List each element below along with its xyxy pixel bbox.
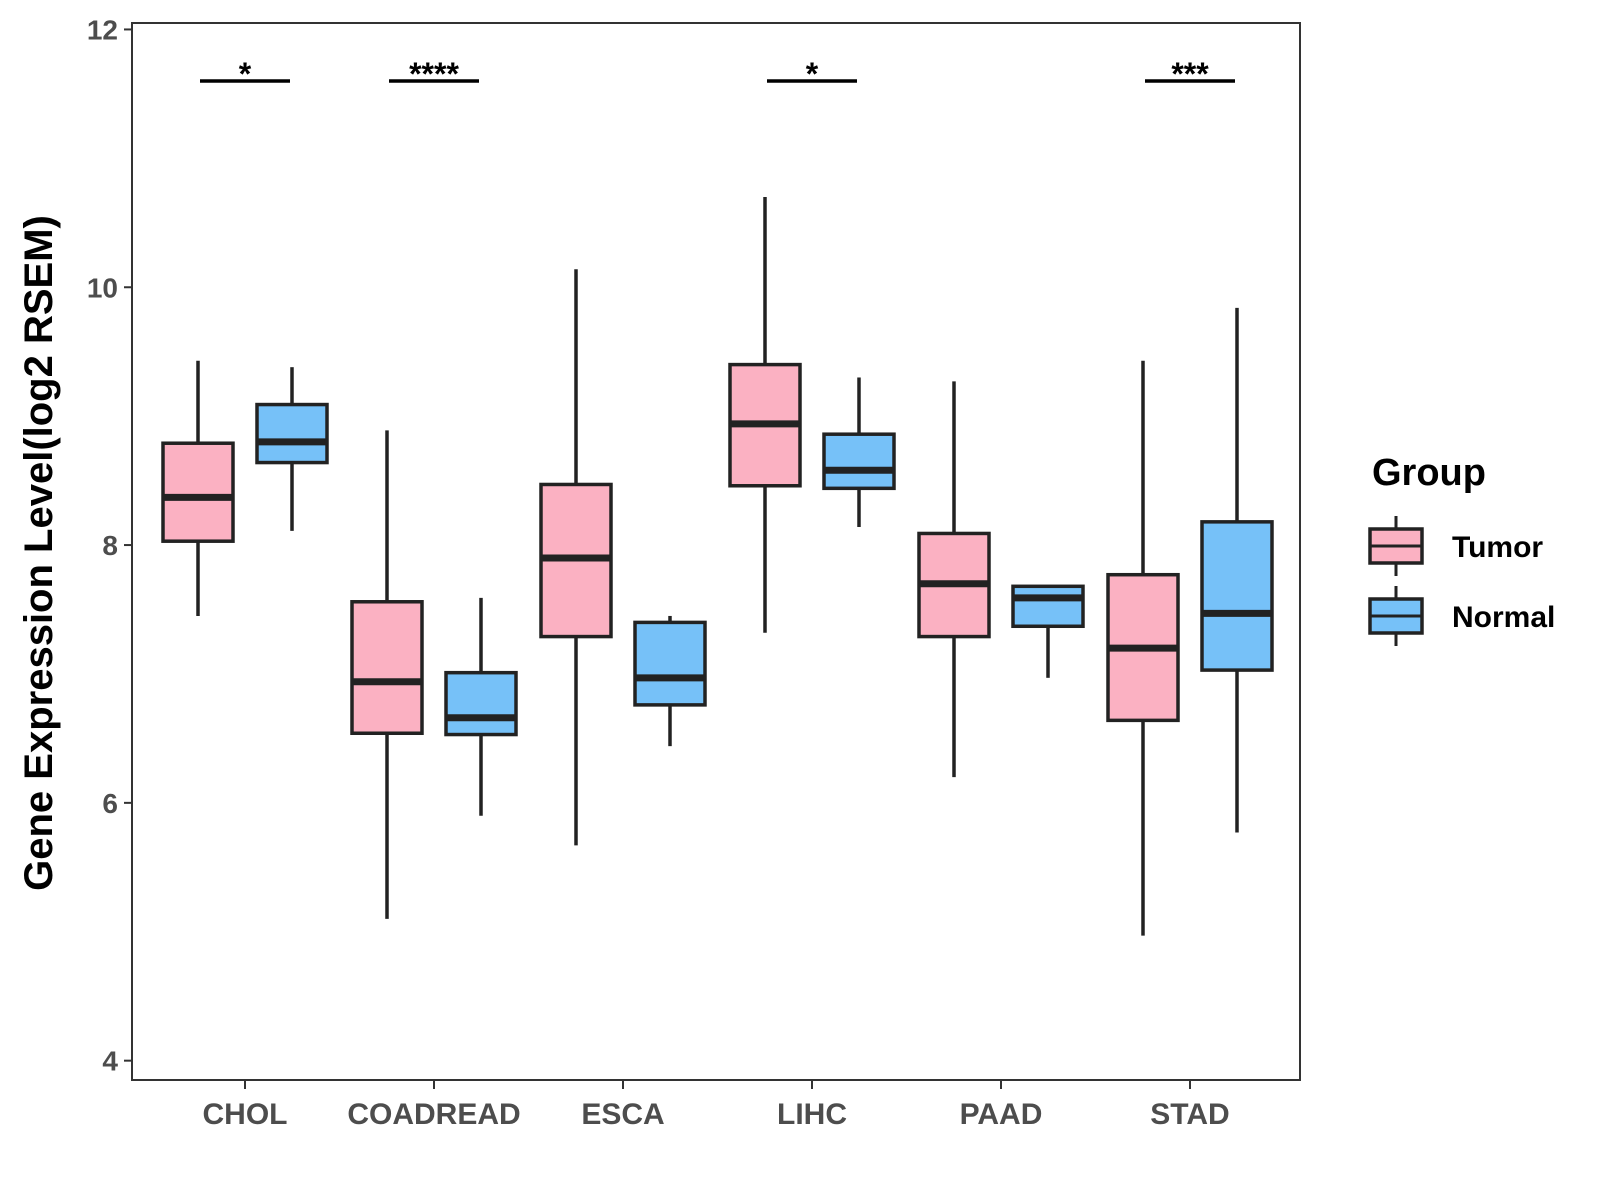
plot-area: * **** * *** <box>161 56 1274 936</box>
legend-label: Normal <box>1452 601 1555 634</box>
box-normal-lihc <box>822 377 896 528</box>
y-tick-label: 8 <box>102 530 118 561</box>
x-tick-label-paad: PAAD <box>960 1098 1043 1131</box>
box-iqr <box>633 620 707 707</box>
box-tumor-coadread <box>350 430 424 919</box>
box-iqr <box>444 670 518 737</box>
significance-label: **** <box>409 56 459 92</box>
box-tumor-lihc <box>728 197 802 633</box>
y-axis-label: Gene Expression Level(log2 RSEM) <box>17 215 61 891</box>
box-tumor-esca <box>539 269 613 846</box>
box-iqr <box>1011 584 1085 629</box>
legend-entry-normal: Normal <box>1368 586 1555 646</box>
box-iqr <box>822 432 896 491</box>
x-tick-label-esca: ESCA <box>581 1098 664 1131</box>
box-normal-stad <box>1200 307 1274 833</box>
significance-label: * <box>806 56 819 92</box>
box-tumor-stad <box>1106 360 1180 936</box>
axes: 4 6 8 10 12 CHOL COADREAD ESCA LIHC PAAD STAD <box>87 14 1301 1131</box>
y-tick-label: 6 <box>102 788 118 819</box>
legend-entry-tumor: Tumor <box>1368 516 1543 576</box>
box-normal-coadread <box>444 597 518 816</box>
panel-border <box>131 22 1301 1081</box>
legend-title: Group <box>1372 452 1486 494</box>
box-iqr <box>350 600 424 736</box>
x-tick-label-chol: CHOL <box>203 1098 288 1131</box>
box-iqr <box>255 402 329 465</box>
y-tick-label: 12 <box>87 14 118 45</box>
significance-label: *** <box>1171 56 1209 92</box>
box-iqr <box>1200 520 1274 672</box>
legend-label: Tumor <box>1452 531 1543 564</box>
x-tick-label-coadread: COADREAD <box>347 1098 520 1131</box>
x-tick-label-stad: STAD <box>1150 1098 1229 1131</box>
box-tumor-chol <box>161 360 235 616</box>
x-tick-label-lihc: LIHC <box>777 1098 847 1131</box>
legend: Group Tumor Normal <box>1368 452 1555 646</box>
box-tumor-paad <box>917 381 991 778</box>
box-normal-chol <box>255 367 329 531</box>
y-tick-label: 10 <box>87 272 118 303</box>
box-normal-paad <box>1011 584 1085 678</box>
y-tick-label: 4 <box>102 1046 118 1077</box>
significance-label: * <box>239 56 252 92</box>
box-iqr <box>161 441 235 543</box>
box-normal-esca <box>633 615 707 747</box>
